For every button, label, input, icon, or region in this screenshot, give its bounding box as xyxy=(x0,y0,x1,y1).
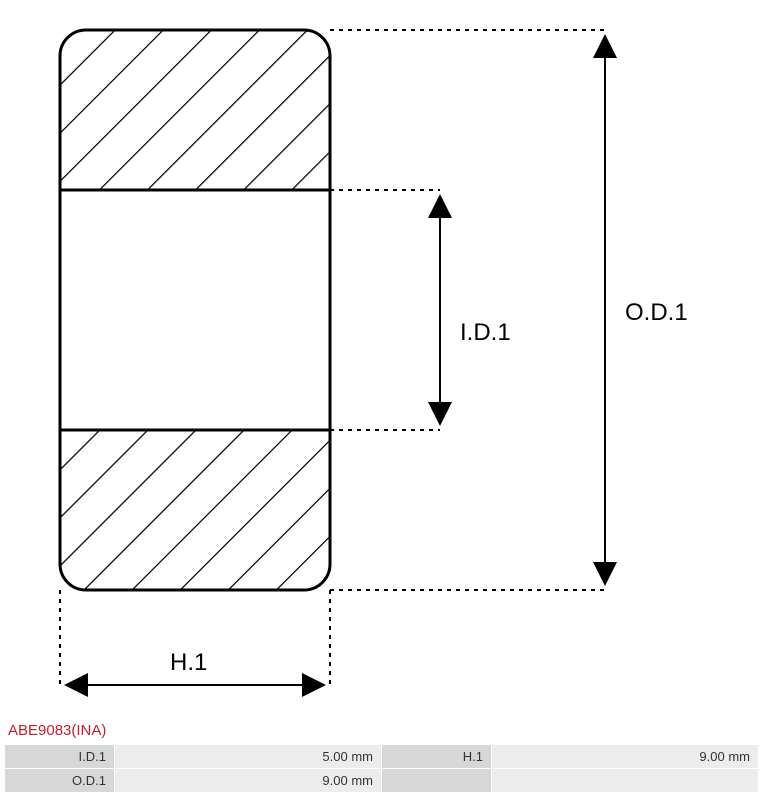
cell-label xyxy=(382,769,492,793)
cell-label: I.D.1 xyxy=(5,745,115,769)
cell-value: 9.00 mm xyxy=(492,745,759,769)
part-code-text: ABE9083(INA) xyxy=(8,722,106,739)
cell-label: O.D.1 xyxy=(5,769,115,793)
h-label: H.1 xyxy=(170,649,207,676)
cell-value xyxy=(492,769,759,793)
id-label: I.D.1 xyxy=(460,319,511,346)
table-row: O.D.1 9.00 mm xyxy=(5,769,759,793)
cell-value: 9.00 mm xyxy=(115,769,382,793)
specs-table: I.D.1 5.00 mm H.1 9.00 mm O.D.1 9.00 mm xyxy=(4,744,759,793)
od-label: O.D.1 xyxy=(625,299,688,326)
cell-label: H.1 xyxy=(382,745,492,769)
technical-drawing: O.D.1 I.D.1 H.1 xyxy=(0,0,763,720)
part-code: ABE9083(INA) xyxy=(8,722,106,739)
table-row: I.D.1 5.00 mm H.1 9.00 mm xyxy=(5,745,759,769)
cell-value: 5.00 mm xyxy=(115,745,382,769)
